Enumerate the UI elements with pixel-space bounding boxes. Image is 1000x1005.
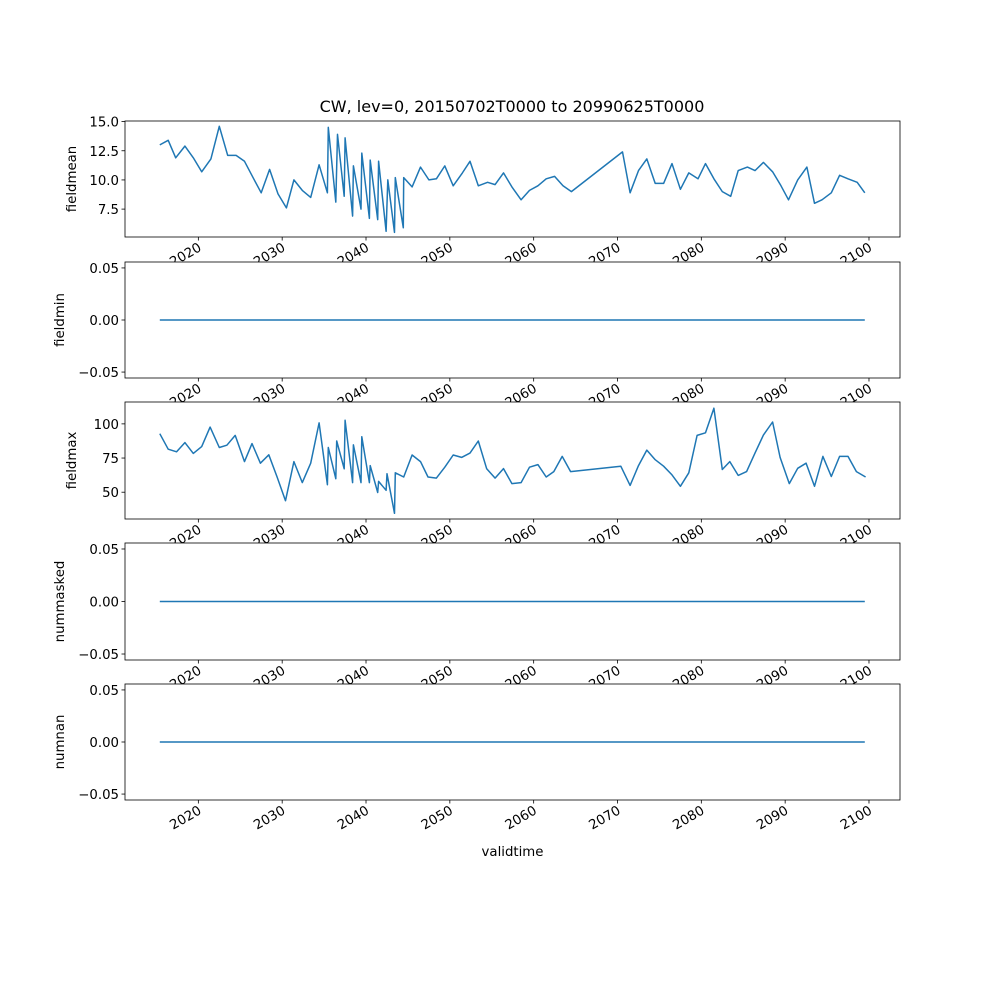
y-tick-label: 10.0 [89,174,119,189]
axes-frame-fieldmean [124,120,901,238]
y-tick-label: 0.00 [89,596,119,611]
series-line-fieldmax [159,407,866,515]
y-tick-label: −0.05 [78,648,119,663]
y-axis-label: fieldmax [65,432,80,490]
y-tick-label: −0.05 [78,788,119,803]
y-axis-label: fieldmean [65,146,80,212]
series-line-fieldmean [159,125,866,234]
y-tick-label: 100 [94,418,119,433]
y-tick-label: 15.0 [89,116,119,131]
axes-frame-fieldmax [124,401,901,520]
y-tick-label: 7.5 [98,203,119,218]
axes-background-fieldmean [125,121,900,237]
y-tick-label: 50 [102,486,119,501]
y-tick-label: 0.05 [89,543,119,558]
axes-background-fieldmax [125,402,900,519]
y-tick-label: 75 [102,452,119,467]
y-tick-label: 12.5 [89,145,119,160]
y-tick-label: 0.05 [89,262,119,277]
y-axis-label: numnan [53,715,68,770]
y-tick-label: 0.00 [89,314,119,329]
y-axis-label: nummasked [53,561,68,643]
x-axis-label: validtime [482,845,544,860]
y-axis-label: fieldmin [53,293,68,347]
y-tick-label: 0.00 [89,736,119,751]
chart-title: CW, lev=0, 20150702T0000 to 20990625T000… [320,97,705,116]
y-tick-label: 0.05 [89,684,119,699]
y-tick-label: −0.05 [78,366,119,381]
